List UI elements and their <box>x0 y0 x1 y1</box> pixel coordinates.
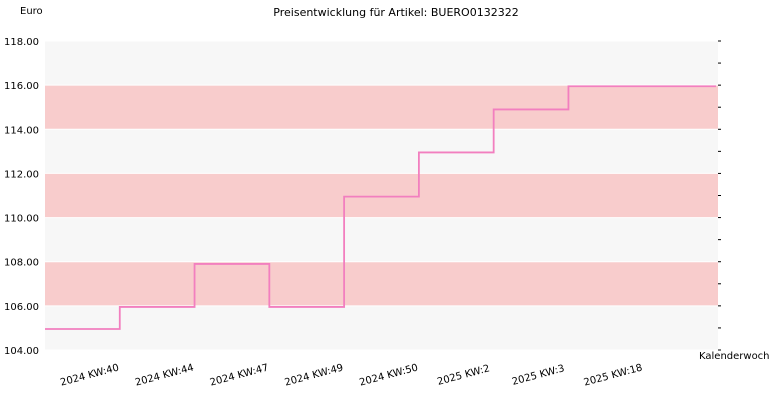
grid-band <box>45 261 718 306</box>
grid-band <box>45 41 718 86</box>
y-tick-label: 104.00 <box>4 346 39 357</box>
grid-band <box>45 129 718 174</box>
y-axis-tick-labels: 104.00 106.00 108.00 110.00 112.00 114.00 116.… <box>4 37 39 357</box>
x-axis-label: Kalenderwoche <box>699 351 770 362</box>
y-tick-label: 118.00 <box>4 37 39 48</box>
x-axis-tick-labels: 2024 KW:40 2024 KW:44 2024 KW:47 2024 KW:49… <box>59 362 643 388</box>
background-bands <box>45 40 718 351</box>
y-tick-label: 108.00 <box>4 258 39 269</box>
x-tick-label: 2024 KW:44 <box>134 362 195 388</box>
x-tick-label: 2025 KW:3 <box>511 363 566 388</box>
x-tick-label: 2024 KW:40 <box>59 362 120 388</box>
x-tick-label: 2024 KW:47 <box>209 362 270 388</box>
x-tick-label: 2024 KW:49 <box>284 362 345 388</box>
y-axis-label: Euro <box>20 6 43 17</box>
grid-band <box>45 173 718 218</box>
x-tick-label: 2025 KW:2 <box>436 363 491 388</box>
y-tick-label: 110.00 <box>4 214 39 225</box>
y-tick-label: 106.00 <box>4 302 39 313</box>
grid-band <box>45 217 718 262</box>
x-tick-label: 2024 KW:50 <box>358 362 419 388</box>
y-tick-label: 116.00 <box>4 81 39 92</box>
y-tick-label: 114.00 <box>4 125 39 136</box>
right-axis-ticks <box>718 40 721 351</box>
y-tick-label: 112.00 <box>4 169 39 180</box>
chart-title: Preisentwicklung für Artikel: BUERO01323… <box>273 6 518 19</box>
series-line-group <box>45 85 716 330</box>
grid-band <box>45 85 718 130</box>
x-tick-label: 2025 KW:18 <box>583 362 644 388</box>
grid-band <box>45 305 718 350</box>
